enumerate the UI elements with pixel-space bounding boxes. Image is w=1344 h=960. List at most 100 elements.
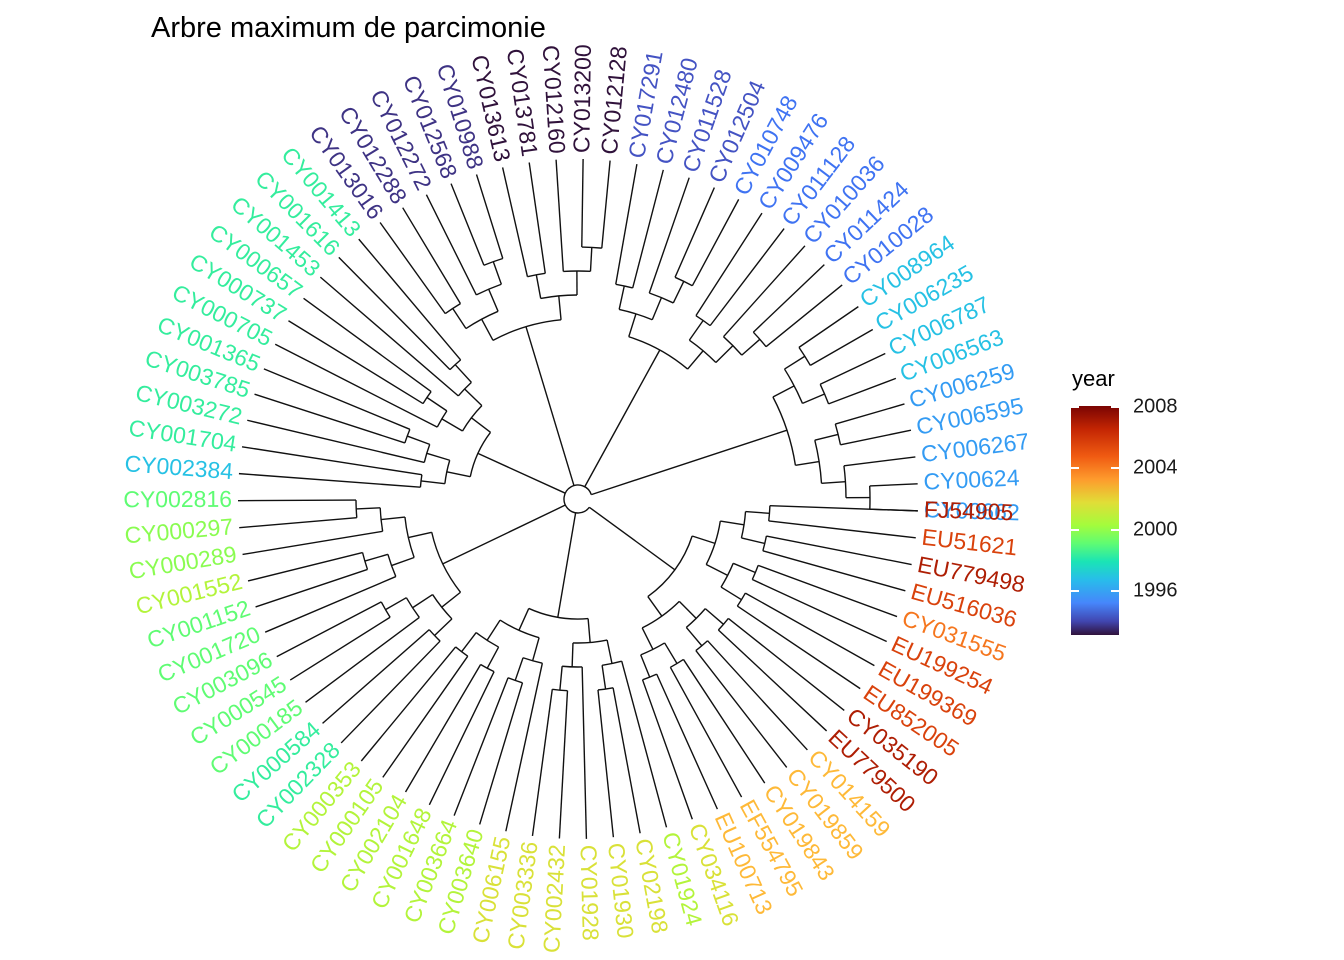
tree-branch (471, 417, 491, 433)
tree-branch (422, 391, 432, 404)
tree-branch (402, 207, 462, 305)
tree-branch (628, 336, 689, 370)
tree-branch (322, 629, 430, 724)
tree-branch (587, 618, 591, 643)
tree-branch (581, 159, 584, 248)
tree-branch (642, 673, 657, 681)
tree-branch (444, 303, 461, 315)
tree-branch (717, 629, 828, 732)
tree-branch (840, 429, 912, 446)
tree-branch (674, 276, 693, 287)
tree-branch (720, 563, 734, 588)
tree-branch (476, 283, 502, 296)
tree-branch (405, 597, 420, 618)
tree-branch (381, 516, 406, 521)
tree-branch (685, 626, 703, 647)
tree-branch (606, 639, 613, 664)
tree-branch (480, 663, 495, 673)
tree-branch (691, 535, 716, 545)
tree-branch (289, 616, 391, 681)
tree-branch (745, 592, 875, 667)
colorbar-tick-right (1111, 406, 1119, 408)
tree-branch (382, 655, 469, 778)
tree-branch (736, 605, 861, 690)
tree-branch (505, 663, 544, 832)
tree-branch (741, 338, 761, 356)
tree-branch (558, 690, 569, 839)
tree-branch (581, 246, 602, 249)
tip-label: FJ54905 (923, 496, 1013, 525)
tree-branch (695, 212, 763, 317)
colorbar-tick-right (1111, 529, 1119, 531)
tree-branch (752, 578, 887, 643)
tree-branch (486, 619, 501, 641)
tree-branch (664, 642, 678, 664)
tree-branch (751, 565, 759, 580)
tree-branch (420, 480, 445, 485)
tree-branch (641, 679, 693, 820)
tree-branch (452, 308, 467, 329)
tree-branch (632, 169, 664, 289)
tree-branch (518, 608, 530, 631)
year-colorbar (1071, 406, 1119, 635)
tree-branch (678, 600, 697, 619)
tip-label: CY00624 (923, 464, 1020, 494)
tree-branch (715, 345, 734, 364)
tree-branch (360, 646, 457, 762)
tree-branch (843, 456, 916, 467)
tree-branch (408, 531, 432, 539)
tree-branch (648, 177, 690, 294)
tree-branch (464, 388, 483, 407)
tree-branch (687, 350, 704, 370)
tree-branch (641, 627, 654, 650)
tree-branch (707, 640, 808, 751)
plot-title: Arbre maximum de parcimonie (151, 12, 546, 44)
tree-branch (588, 506, 676, 571)
tree-branch (528, 607, 589, 620)
tree-branch (552, 688, 568, 692)
tree-branch (455, 646, 469, 657)
tree-branch (436, 410, 448, 428)
colorbar-tick-left (1071, 467, 1079, 469)
tree-branch (514, 657, 524, 681)
tree-branch (555, 159, 565, 272)
tree-branch (426, 396, 448, 412)
tree-branch (628, 313, 637, 337)
tree-branch (450, 183, 485, 266)
tree-branch (765, 284, 843, 348)
tree-branch (769, 505, 918, 512)
tree-branch (745, 510, 770, 515)
tree-branch (757, 564, 898, 618)
tree-branch (276, 601, 382, 658)
tree-branch (612, 687, 641, 834)
tree-branch (535, 274, 542, 299)
tree-branch (589, 247, 593, 272)
tree-branch (695, 640, 709, 652)
tree-branch (274, 343, 438, 428)
tree-branch (434, 618, 453, 636)
tree-branch (486, 646, 500, 669)
tree-branch (492, 319, 562, 341)
tree-branch (705, 563, 728, 577)
tree-branch (695, 650, 788, 768)
tree-branch (741, 537, 765, 545)
tree-branch (255, 568, 368, 608)
tree-branch (254, 393, 406, 444)
tree-branch (869, 483, 918, 487)
tree-branch (305, 616, 420, 703)
tip-label: CY002432 (538, 844, 570, 954)
tree-branch (441, 418, 463, 432)
tree-branch (621, 661, 668, 828)
tree-branch (475, 174, 504, 259)
tree-branch (288, 320, 424, 405)
tree-branch (772, 385, 795, 398)
tree-branch (736, 592, 746, 607)
tree-branch (722, 245, 806, 338)
legend-title: year (1072, 366, 1115, 391)
colorbar-tick-left (1071, 590, 1079, 592)
tree-branch (247, 551, 363, 582)
tree-branch (615, 164, 638, 285)
tree-edges (238, 159, 918, 839)
tree-branch (247, 419, 425, 464)
tree-branch (720, 520, 745, 526)
